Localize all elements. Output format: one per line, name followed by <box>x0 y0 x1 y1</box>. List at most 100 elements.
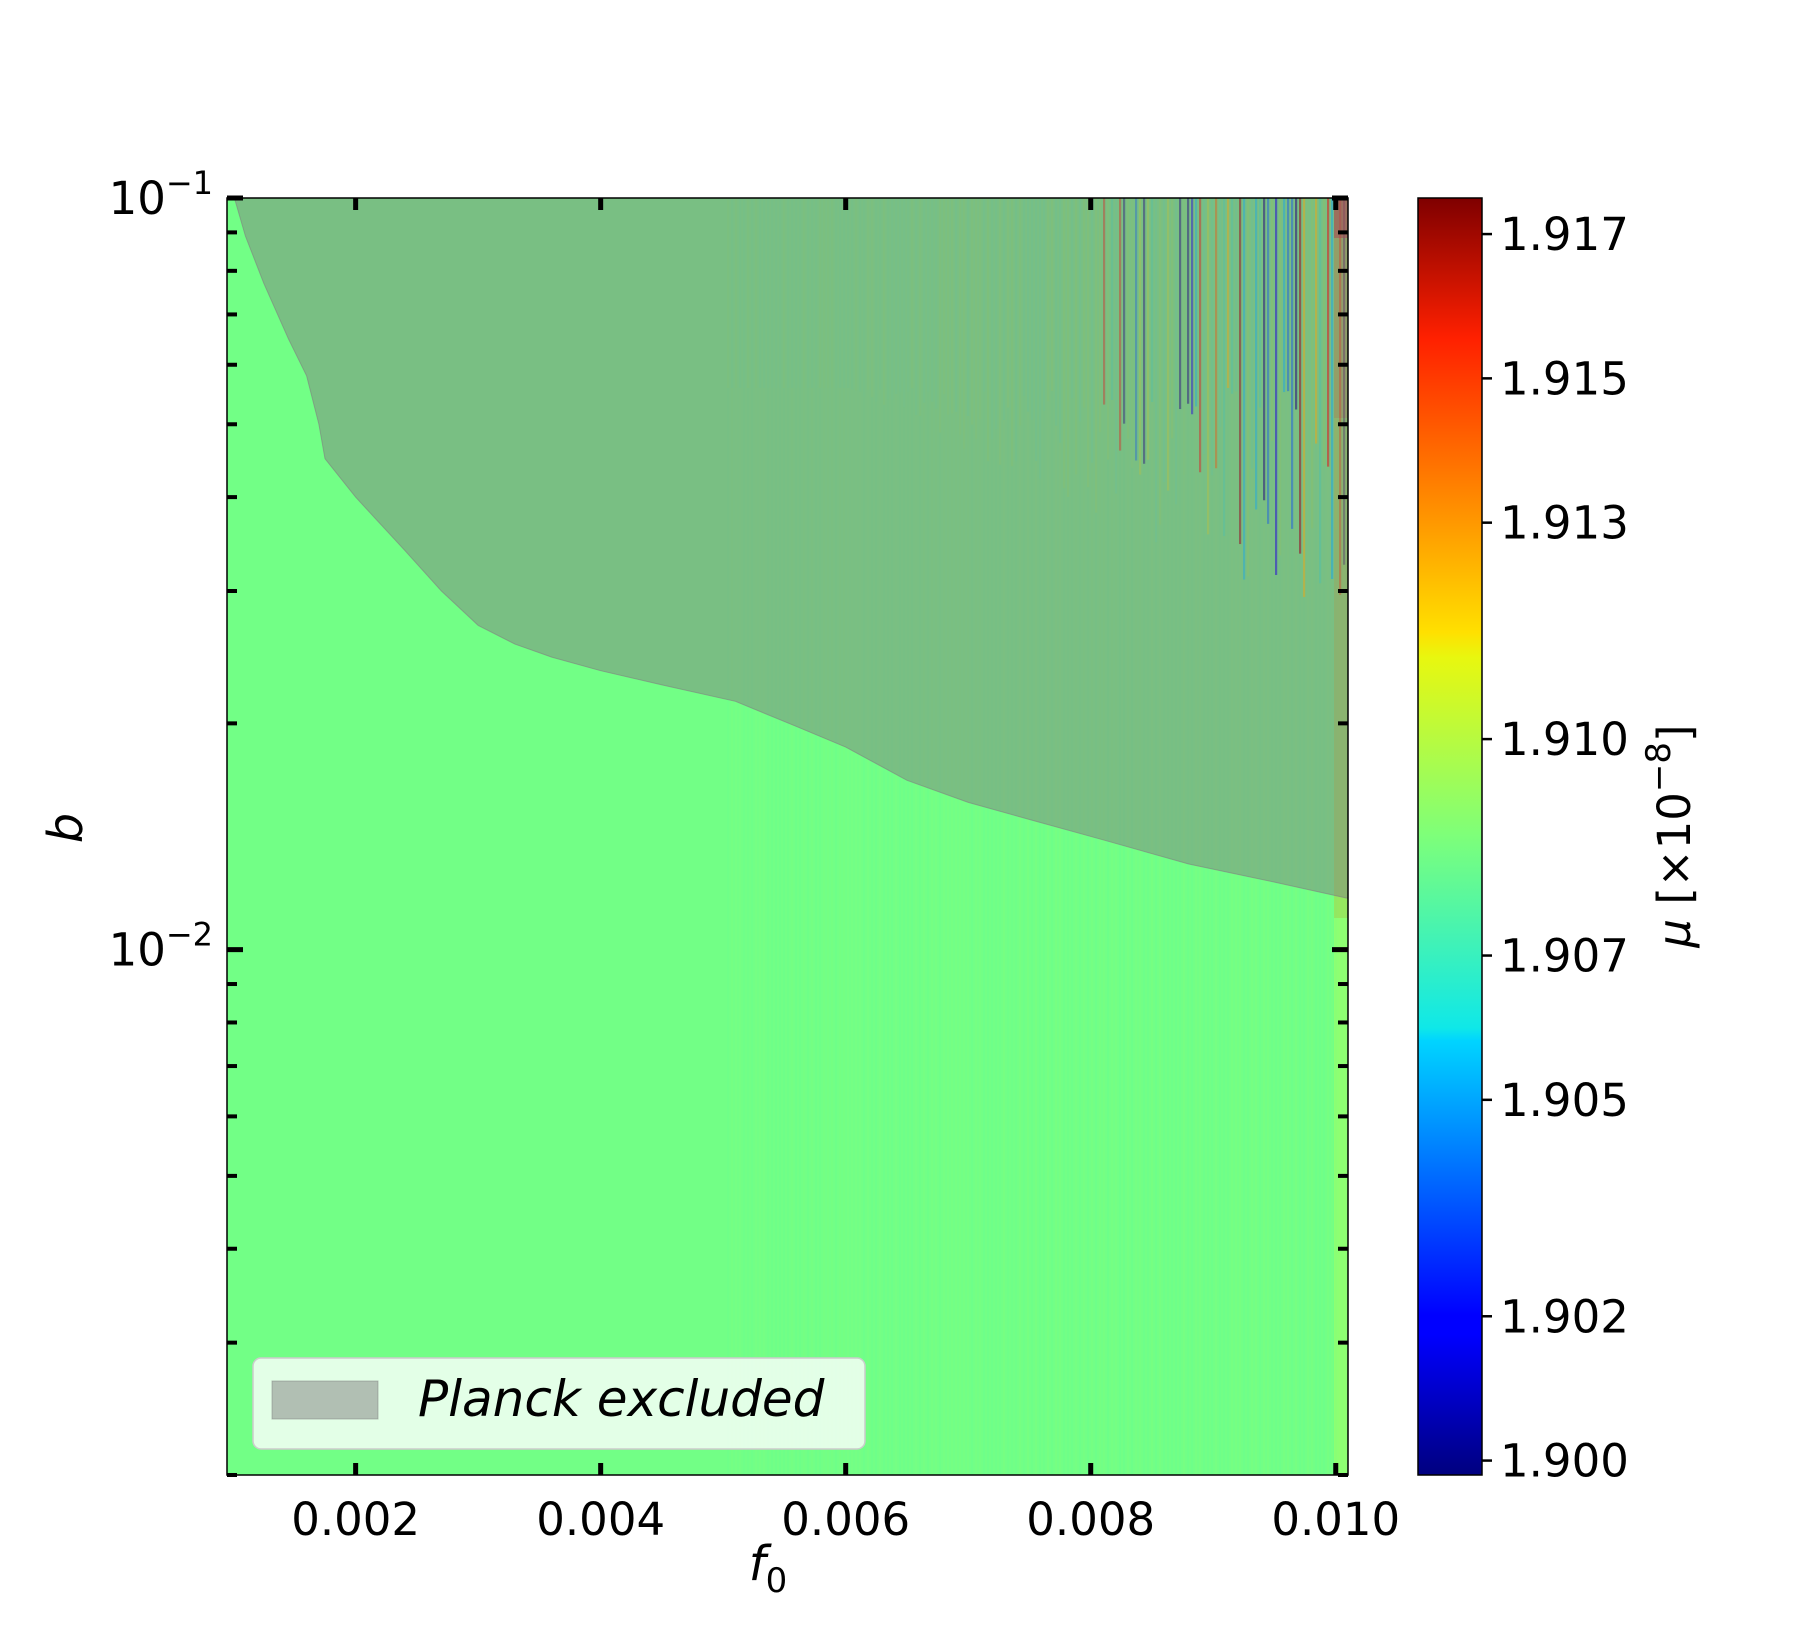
heatmap-stripe <box>743 388 745 1475</box>
heatmap-stripe <box>803 388 805 1475</box>
heatmap-stripe <box>923 402 925 1475</box>
heatmap-stripe <box>859 391 861 1475</box>
heatmap-stripe <box>1211 475 1213 1475</box>
heatmap-stripe <box>731 388 733 1475</box>
heatmap-stripe <box>1023 395 1025 1475</box>
heatmap-stripe <box>883 404 885 1475</box>
heatmap-stripe <box>1131 468 1133 1475</box>
heatmap-stripe <box>847 388 849 1475</box>
y-axis-ticks: 10−1 10−2 <box>109 164 1348 1477</box>
heatmap-stripe <box>1239 544 1241 1475</box>
heatmap-stripe <box>951 413 953 1475</box>
planck-excluded-region <box>233 197 1349 900</box>
heatmap-stripe <box>751 388 753 1475</box>
heatmap-stripe <box>979 418 981 1475</box>
heatmap-stripe <box>787 388 789 1475</box>
heatmap-stripe <box>863 396 865 1475</box>
heatmap-stripe <box>775 388 777 1475</box>
colorbar-tick-label: 1.902 <box>1500 1290 1629 1343</box>
heatmap-stripe <box>1127 438 1129 1475</box>
heatmap-stripe <box>1059 442 1061 1475</box>
heatmap-stripe <box>1271 440 1273 1475</box>
heatmap-stripe <box>727 388 729 1475</box>
heatmap-stripe <box>1307 419 1309 1475</box>
heatmap-stripe <box>1075 474 1077 1475</box>
heatmap-stripe <box>1295 409 1297 1475</box>
heatmap-stripe <box>851 389 853 1475</box>
heatmap-stripe <box>1123 423 1125 1475</box>
heatmap-stripe <box>1243 579 1245 1475</box>
heatmap-stripe <box>1019 425 1021 1475</box>
heatmap-stripe <box>1235 391 1237 1475</box>
heatmap-stripe <box>819 388 821 1475</box>
heatmap-stripe <box>879 389 881 1475</box>
colorbar-label-exponent: −8 <box>1639 742 1679 792</box>
heatmap-stripe <box>931 401 933 1475</box>
heatmap-stripe <box>747 388 749 1475</box>
heatmap-stripe <box>1299 553 1301 1475</box>
legend: Planck excluded <box>252 1357 866 1450</box>
heatmap-stripe <box>795 388 797 1475</box>
colorbar-tick-label: 1.913 <box>1500 497 1629 550</box>
heatmap-stripe <box>1035 461 1037 1475</box>
colorbar-label-symbol: μ <box>1648 919 1701 949</box>
plot-area: 0.002 0.004 0.006 0.008 0.010 10−1 10−2 <box>109 164 1401 1546</box>
colorbar-ticks: 1.900 1.902 1.905 1.907 1.910 1.913 1.915 1.917 <box>1482 208 1629 1488</box>
heatmap-stripe <box>1251 468 1253 1475</box>
colorbar-tick-label: 1.900 <box>1500 1435 1629 1488</box>
heatmap-stripe <box>1151 401 1153 1475</box>
heatmap-stripe <box>1115 493 1117 1475</box>
heatmap-stripe <box>1063 488 1065 1475</box>
heatmap-stripe <box>1179 409 1181 1475</box>
heatmap-stripe <box>867 389 869 1475</box>
heatmap-stripe <box>779 388 781 1475</box>
y-tick-label: 10−2 <box>109 916 213 977</box>
heatmap-stripe <box>1175 504 1177 1475</box>
heatmap-stripe <box>1263 500 1265 1475</box>
heatmap-stripe <box>1015 461 1017 1475</box>
heatmap-stripe <box>887 399 889 1475</box>
heatmap-stripe <box>1003 419 1005 1475</box>
heatmap-stripe <box>991 439 993 1475</box>
heatmap-stripe <box>1323 464 1325 1475</box>
heatmap-stripe <box>939 432 941 1475</box>
heatmap-stripe <box>1267 523 1269 1475</box>
colorbar-tick-label: 1.905 <box>1500 1074 1629 1127</box>
heatmap-stripe <box>1203 454 1205 1475</box>
heatmap-stripe <box>811 388 813 1475</box>
x-axis-label-subscript: 0 <box>766 1561 788 1601</box>
heatmap-stripe <box>1319 583 1321 1475</box>
heatmap-stripe <box>823 388 825 1475</box>
heatmap-stripe <box>831 388 833 1475</box>
heatmap-stripe <box>895 394 897 1475</box>
heatmap-stripe <box>1327 466 1329 1475</box>
heatmap-stripe <box>1135 460 1137 1475</box>
heatmap-stripe <box>1283 392 1285 1475</box>
heatmap-stripe <box>1223 536 1225 1475</box>
heatmap-stripe <box>1183 474 1185 1475</box>
heatmap-stripe <box>791 388 793 1475</box>
heatmap-stripe <box>843 388 845 1475</box>
heatmap-stripe <box>1167 490 1169 1475</box>
colorbar-tick-label: 1.907 <box>1500 930 1629 983</box>
heatmap-stripe <box>1099 432 1101 1475</box>
x-axis-ticks: 0.002 0.004 0.006 0.008 0.010 <box>291 198 1400 1546</box>
heatmap-stripe <box>1199 472 1201 1475</box>
heatmap-stripe <box>1231 393 1233 1475</box>
heatmap-stripe <box>1039 478 1041 1475</box>
heatmap-stripe <box>1011 466 1013 1475</box>
x-tick-label: 0.002 <box>291 1493 420 1546</box>
heatmap-stripe <box>963 448 965 1475</box>
y-axis-label: b <box>38 813 94 843</box>
heatmap-stripe <box>767 388 769 1475</box>
heatmap-stripe <box>1071 398 1073 1475</box>
heatmap-stripe <box>771 388 773 1475</box>
colorbar: 1.900 1.902 1.905 1.907 1.910 1.913 1.915 1.917… <box>1417 197 1701 1488</box>
heatmap-stripe <box>899 391 901 1475</box>
heatmap-stripe <box>1163 481 1165 1475</box>
colorbar-label-close: ] <box>1648 724 1701 742</box>
heatmap-stripe <box>1334 918 1348 1475</box>
heatmap-stripe <box>1259 407 1261 1475</box>
heatmap-stripe <box>1227 388 1229 1475</box>
heatmap-stripe <box>1215 468 1217 1475</box>
